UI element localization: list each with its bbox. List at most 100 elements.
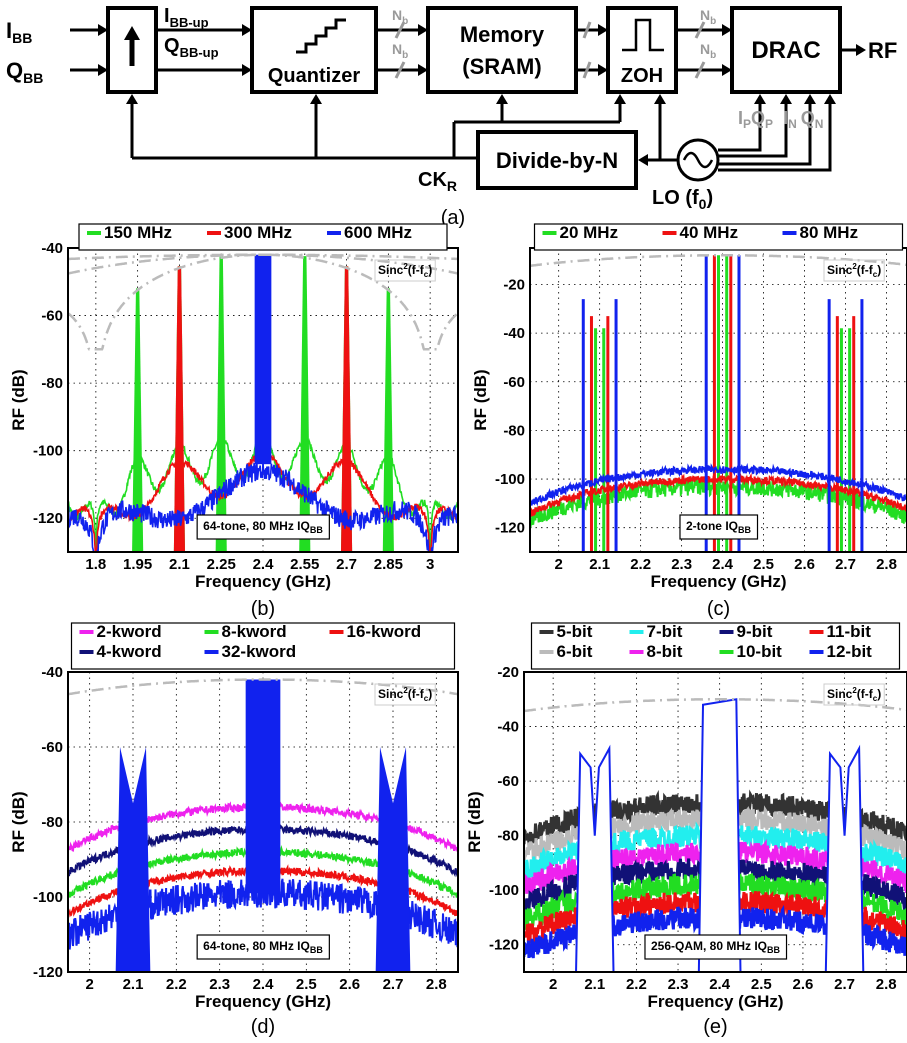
replica-band-1 (173, 266, 185, 552)
plot-area (68, 248, 458, 552)
legend-entry: 10-bit (737, 642, 783, 661)
q-bb-up-label: QBB-up (164, 35, 219, 60)
annotation-text: 64-tone, 80 MHz IQBB (203, 939, 323, 955)
x-tick-label: 2.6 (792, 976, 813, 993)
divider-block (476, 130, 638, 190)
y-tick-label: -120 (495, 520, 525, 537)
x-axis-label: Frequency (GHz) (195, 572, 331, 591)
x-tick-label: 2.55 (290, 556, 319, 573)
x-tick-label: 2 (555, 556, 563, 573)
legend-entry: 12-bit (827, 642, 873, 661)
y-tick-label: -100 (489, 882, 519, 899)
x-tick-label: 2.25 (207, 556, 236, 573)
i-bb-up-label: IBB-up (164, 5, 209, 30)
legend-entry: 300 MHz (224, 223, 292, 242)
sinc-label: Sinc2(f-fc) (827, 686, 881, 703)
zoh-block (606, 6, 678, 94)
staircase-icon (296, 18, 346, 54)
x-axis-label: Frequency (GHz) (647, 992, 783, 1011)
quantizer-block (250, 6, 378, 94)
y-tick-label: -100 (33, 889, 63, 906)
y-tick-label: -120 (33, 964, 63, 981)
x-tick-label: 2.1 (169, 556, 190, 573)
legend-entry: 150 MHz (104, 223, 172, 242)
memory-sub-label: (SRAM) (462, 54, 541, 79)
y-tick-label: -80 (497, 828, 519, 845)
legend-entry: 8-bit (647, 642, 683, 661)
x-tick-label: 2.4 (712, 556, 734, 573)
sinc-label: Sinc2(f-fc) (378, 262, 432, 279)
plot-area (68, 672, 458, 972)
lo-label: LO (f0) (652, 187, 713, 212)
lo-output-labels: IPQP IN QN (738, 108, 823, 131)
x-tick-label: 2.6 (794, 556, 815, 573)
plot-area (530, 248, 907, 552)
sinc-label: Sinc2(f-fc) (378, 686, 432, 703)
x-axis-label: Frequency (GHz) (650, 572, 786, 591)
block-diagram: IBB QBB IBB-up QBB-up Quantizer Nb Nb Me… (6, 5, 897, 229)
clock-label: CKR (418, 169, 457, 194)
plot-frame (67, 671, 459, 973)
x-axis-label: Frequency (GHz) (195, 992, 331, 1011)
plot-area (524, 672, 907, 972)
y-tick-label: -100 (33, 443, 63, 460)
x-tick-label: 2.2 (626, 976, 647, 993)
bus-width-label-4: Nb (700, 41, 716, 61)
drac-label: DRAC (751, 37, 820, 64)
x-tick-label: 2 (85, 976, 93, 993)
y-tick-label: -20 (503, 276, 525, 293)
x-tick-label: 2.8 (876, 556, 897, 573)
bus-width-label: Nb (392, 7, 408, 27)
annotation-box: 64-tone, 80 MHz IQBB (196, 514, 330, 540)
bus-width-label-2: Nb (392, 41, 408, 61)
legend-entry: 11-bit (827, 622, 872, 641)
image-band (115, 747, 151, 972)
image-band (824, 744, 865, 972)
y-axis-label: RF (dB) (9, 369, 28, 430)
drac-block (730, 6, 842, 94)
x-tick-label: 2.2 (630, 556, 651, 573)
zoh-label: ZOH (621, 65, 663, 87)
x-tick-label: 2.6 (339, 976, 360, 993)
y-tick-label: -40 (41, 664, 63, 681)
main-band (254, 254, 272, 465)
sinc-label: Sinc2(f-fc) (827, 262, 881, 279)
x-tick-label: 2.4 (253, 976, 275, 993)
annotation-text: 64-tone, 80 MHz IQBB (203, 519, 323, 535)
main-band (245, 679, 281, 894)
legend: 20 MHz 40 MHz 80 MHz (533, 223, 904, 251)
x-tick-label: 2.8 (876, 976, 897, 993)
chart-2: 2 2.1 2.2 2.3 2.4 2.5 2.6 2.7 2.8 -120 -100 -80 -60 -… (9, 622, 459, 1038)
input-i-label: IBB (6, 18, 32, 46)
x-tick-label: 2.1 (123, 976, 144, 993)
sinc-envelope (530, 254, 907, 268)
annotation-box: 64-tone, 80 MHz IQBB (196, 934, 330, 960)
y-tick-label: -80 (503, 422, 525, 439)
legend-entry: 5-bit (557, 622, 593, 641)
legend: 2-kword 8-kword 16-kword 4-kword 32-kword (70, 622, 456, 670)
x-tick-label: 2.5 (753, 556, 774, 573)
legend: 150 MHz 300 MHz 600 MHz (78, 223, 448, 251)
legend-entry: 7-bit (647, 622, 683, 641)
x-tick-label: 2.7 (835, 556, 856, 573)
sinc-envelope (524, 698, 907, 713)
legend-entry: 600 MHz (344, 223, 412, 242)
y-tick-label: -80 (41, 375, 63, 392)
x-tick-label: 1.95 (123, 556, 152, 573)
y-tick-label: -40 (503, 325, 525, 342)
noise-floor-2 (530, 462, 907, 507)
x-tick-label: 2.1 (589, 556, 610, 573)
y-tick-label: -100 (495, 471, 525, 488)
caption: (b) (251, 598, 275, 620)
replica-band-0 (382, 288, 394, 552)
replica-band-0 (132, 288, 144, 552)
memory-label: Memory (460, 22, 545, 47)
chart-3: 2 2.1 2.2 2.3 2.4 2.5 2.6 2.7 2.8 -120 -100 -80 -60 -… (465, 622, 907, 1038)
legend-entry: 40 MHz (680, 223, 739, 242)
x-tick-label: 2.7 (834, 976, 855, 993)
x-tick-label: 2.4 (253, 556, 275, 573)
x-tick-label: 2.8 (426, 976, 447, 993)
annotation-box: 2-tone IQBB (679, 514, 759, 540)
legend-entry: 4-kword (97, 642, 162, 661)
annotation-text: 2-tone IQBB (686, 519, 752, 535)
